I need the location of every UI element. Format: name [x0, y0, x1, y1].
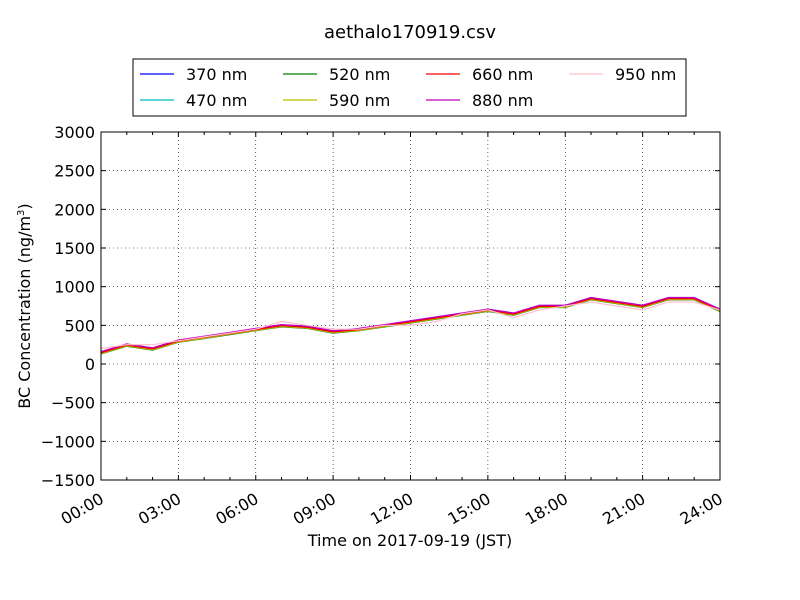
legend-entry: 520 nm	[283, 65, 390, 84]
legend-label: 370 nm	[186, 65, 247, 84]
gridlines	[101, 132, 720, 480]
legend-label: 660 nm	[472, 65, 533, 84]
ticks	[100, 131, 721, 481]
legend-label: 590 nm	[329, 91, 390, 110]
legend-label: 880 nm	[472, 91, 533, 110]
x-tick-labels: 00:00 03:00 06:00 09:00 12:00 15:00 18:00 21:00…	[58, 489, 726, 529]
y-tick-label: 2000	[54, 200, 95, 219]
x-tick-label: 09:00	[290, 489, 339, 529]
x-tick-label: 00:00	[58, 489, 107, 529]
series-line-880-nm	[100, 296, 721, 353]
x-tick-label: 15:00	[444, 489, 493, 529]
x-tick-label: 03:00	[135, 489, 184, 529]
legend-entry: 950 nm	[569, 65, 676, 84]
series-line-950-nm	[100, 301, 721, 350]
y-tick-label: −1000	[41, 432, 95, 451]
legend-label: 470 nm	[186, 91, 247, 110]
x-tick-label: 18:00	[522, 489, 571, 529]
legend: 370 nm 470 nm 520 nm 590 nm 660 nm 880 nm 950 …	[132, 58, 687, 117]
y-axis-label: BC Concentration (ng/m3)	[15, 203, 34, 408]
y-axis-label-prefix: BC Concentration (ng/m	[15, 216, 34, 409]
legend-label: 950 nm	[615, 65, 676, 84]
legend-entry: 470 nm	[140, 91, 247, 110]
series-line-590-nm	[100, 298, 721, 355]
y-tick-label: 1500	[54, 239, 95, 258]
y-axis-label-suffix: )	[15, 203, 34, 209]
y-tick-label: 2500	[54, 162, 95, 181]
x-axis-label: Time on 2017-09-19 (JST)	[307, 531, 512, 550]
y-tick-label: −500	[51, 394, 95, 413]
x-tick-label: 12:00	[367, 489, 416, 529]
y-tick-label: 1000	[54, 278, 95, 297]
legend-entry: 590 nm	[283, 91, 390, 110]
y-tick-label: 500	[64, 316, 95, 335]
legend-entry: 880 nm	[426, 91, 533, 110]
chart-title: aethalo170919.csv	[324, 22, 496, 43]
x-tick-label: 21:00	[599, 489, 648, 529]
y-tick-label: 3000	[54, 123, 95, 142]
y-axis-label-superscript: 3	[16, 210, 27, 216]
plot-area	[100, 296, 721, 355]
y-tick-label: −1500	[41, 471, 95, 490]
legend-box	[132, 58, 687, 117]
x-tick-label: 06:00	[212, 489, 261, 529]
legend-entry: 660 nm	[426, 65, 533, 84]
y-tick-labels: 3000 2500 2000 1500 1000 500 0 −500 −1000 −1500	[41, 123, 95, 490]
y-tick-label: 0	[85, 355, 95, 374]
legend-label: 520 nm	[329, 65, 390, 84]
legend-entry: 370 nm	[140, 65, 247, 84]
x-tick-label: 24:00	[677, 489, 726, 529]
